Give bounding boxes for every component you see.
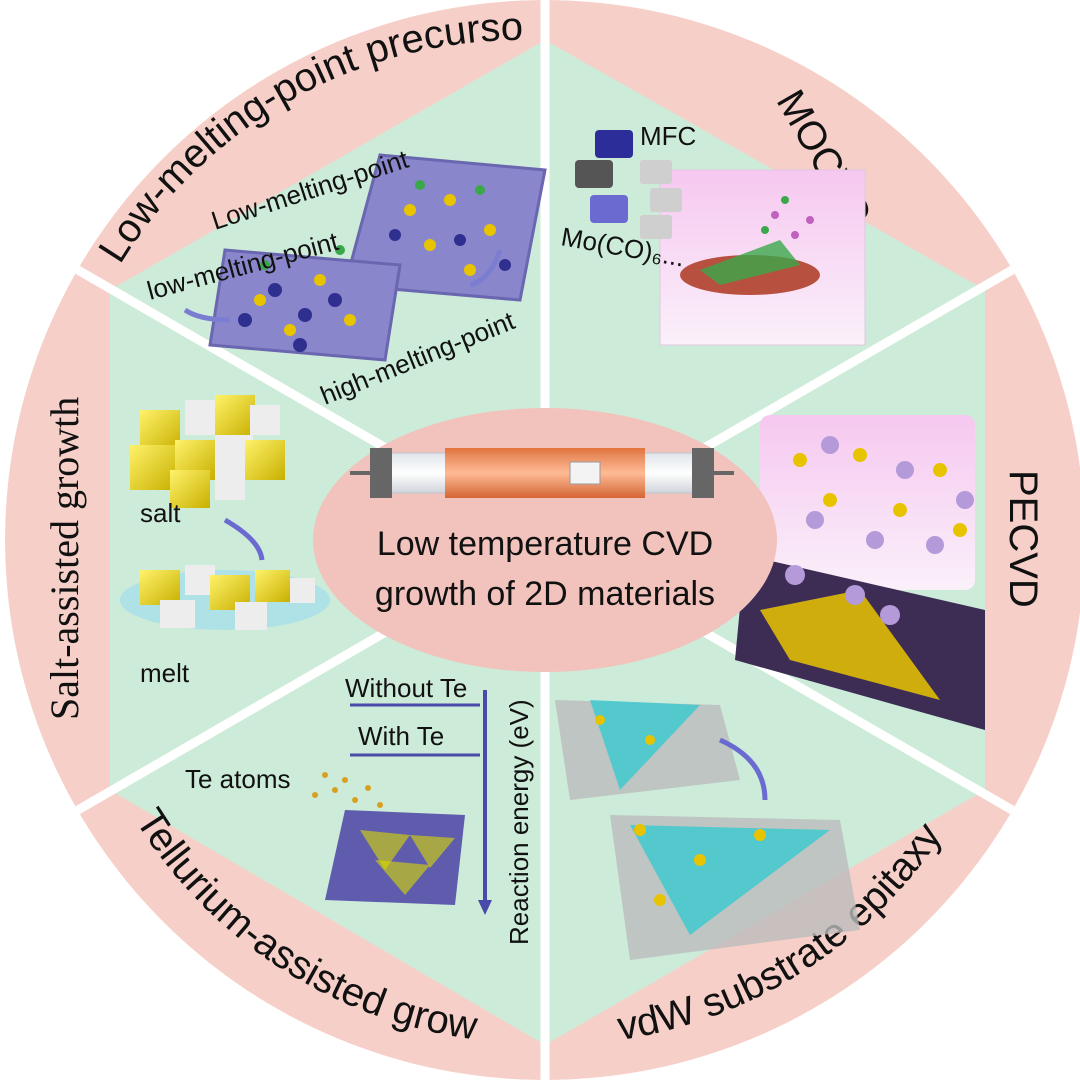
label-melt: melt — [140, 658, 190, 688]
label-te-atoms: Te atoms — [185, 764, 291, 794]
label-mfc: MFC — [640, 121, 696, 151]
salt-illustration: salt melt — [120, 395, 330, 688]
vdw-small-flake — [590, 700, 700, 790]
center-title-line2: growth of 2D materials — [375, 575, 715, 613]
label-without-te: Without Te — [345, 673, 467, 703]
pecvd-plasma-panel — [760, 415, 975, 590]
title-salt: Salt-assisted growth — [42, 397, 87, 720]
pecvd-illustration — [735, 415, 985, 730]
vdw-arrow — [718, 737, 768, 801]
melt-cubes — [140, 565, 315, 630]
arrow-high-to-low — [469, 249, 503, 288]
center-title-line1: Low temperature CVD — [377, 525, 713, 563]
mocvd-illustration: MFC Mo(CO)₆... — [559, 121, 866, 346]
te-substrate — [325, 810, 465, 905]
cvd-tube-icon — [350, 448, 734, 498]
salt-arrow — [223, 517, 265, 561]
label-reaction-energy: Reaction energy (eV) — [504, 699, 534, 945]
label-with-te: With Te — [358, 721, 444, 751]
center-hub: Low temperature CVD growth of 2D materia… — [313, 408, 777, 672]
salt-cubes — [130, 395, 285, 508]
arrow-to-left — [183, 307, 231, 323]
substrate-low — [208, 248, 402, 362]
title-pecvd: PECVD — [1001, 470, 1045, 608]
label-salt: salt — [140, 498, 181, 528]
tellurium-illustration: Without Te With Te Te atoms Reaction ene… — [185, 673, 534, 945]
vdw-illustration — [555, 700, 860, 960]
vdw-large-flake — [630, 825, 830, 935]
sector-tellurium — [110, 540, 545, 1045]
